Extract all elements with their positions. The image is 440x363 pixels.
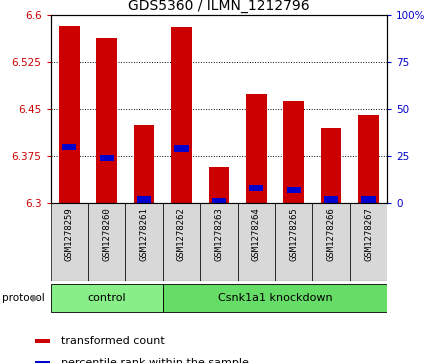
Text: control: control [88,293,126,303]
Bar [96,38,117,203]
Bar [212,198,226,204]
Bar [163,203,200,281]
Bar [51,203,88,281]
Bar [137,196,151,203]
Text: transformed count: transformed count [62,336,165,346]
Text: GSM1278264: GSM1278264 [252,207,261,261]
Bar [35,361,50,363]
Bar [171,27,192,203]
Bar [99,155,114,161]
Title: GDS5360 / ILMN_1212796: GDS5360 / ILMN_1212796 [128,0,310,13]
Bar [249,185,264,191]
Text: GSM1278259: GSM1278259 [65,207,74,261]
Bar [358,115,379,203]
Bar [324,196,338,203]
Bar [35,339,50,343]
Text: GSM1278266: GSM1278266 [326,207,336,261]
Bar [283,101,304,203]
Bar [163,284,387,312]
Text: GSM1278265: GSM1278265 [289,207,298,261]
Text: GSM1278263: GSM1278263 [214,207,224,261]
Text: GSM1278260: GSM1278260 [102,207,111,261]
Bar [88,203,125,281]
Bar [350,203,387,281]
Text: ▶: ▶ [32,293,40,303]
Bar [286,187,301,193]
Text: protocol: protocol [2,293,45,303]
Bar [134,125,154,203]
Text: GSM1278267: GSM1278267 [364,207,373,261]
Bar [200,203,238,281]
Bar [125,203,163,281]
Bar [246,94,267,203]
Bar [59,26,80,203]
Bar [209,167,229,203]
Bar [174,146,189,152]
Bar [51,284,163,312]
Text: percentile rank within the sample: percentile rank within the sample [62,358,249,363]
Bar [62,143,77,150]
Text: GSM1278261: GSM1278261 [139,207,149,261]
Bar [312,203,350,281]
Bar [321,128,341,203]
Text: GSM1278262: GSM1278262 [177,207,186,261]
Bar [238,203,275,281]
Bar [275,203,312,281]
Text: Csnk1a1 knockdown: Csnk1a1 knockdown [218,293,332,303]
Bar [361,196,376,203]
